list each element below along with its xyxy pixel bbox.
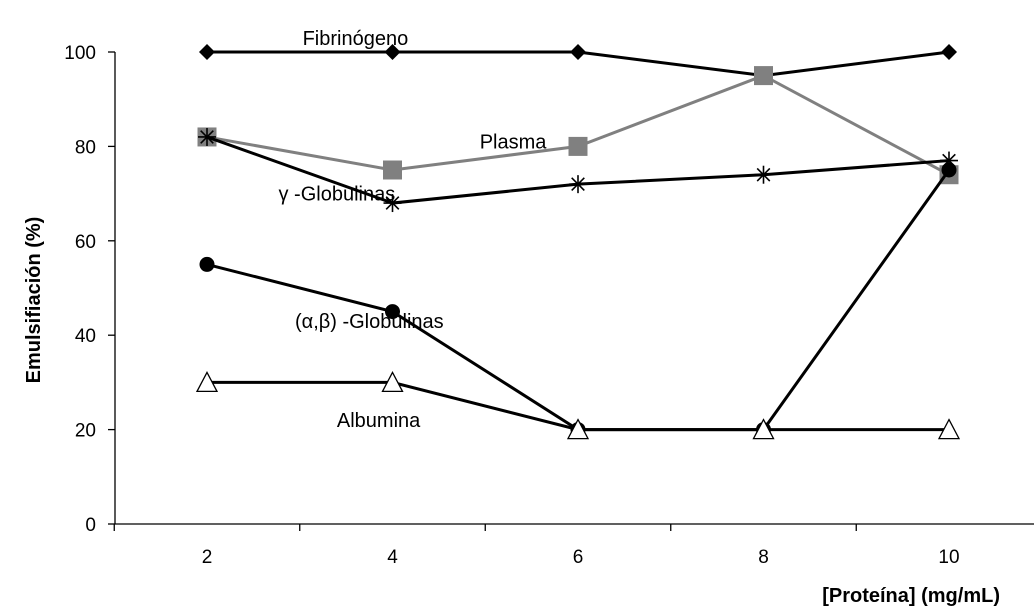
series-line [206, 73, 950, 177]
circle-marker [941, 162, 957, 178]
asterisk-marker [198, 127, 216, 146]
triangle-marker [566, 418, 590, 440]
series-label: Fibrinógeno [303, 28, 409, 50]
x-tick-label: 6 [573, 547, 584, 568]
triangle-marker [752, 418, 775, 440]
diamond-marker [199, 44, 215, 60]
y-tick-label: 100 [64, 43, 96, 64]
x-tick-label: 4 [387, 547, 398, 568]
y-tick-label: 40 [75, 326, 96, 347]
series-label: γ -Globulinas [278, 184, 395, 206]
series-label: (α,β) -Globulinas [295, 311, 444, 333]
x-tick-label: 8 [758, 547, 769, 568]
series-layer [195, 44, 961, 440]
series-4 [195, 371, 961, 440]
asterisk-marker [569, 175, 587, 194]
y-tick-label: 20 [75, 421, 96, 442]
series-0 [199, 44, 957, 84]
y-tick-label: 80 [75, 137, 96, 158]
y-tick-label: 60 [75, 232, 96, 253]
diamond-marker [570, 44, 586, 60]
series-2 [198, 127, 958, 213]
triangle-marker [381, 371, 404, 393]
x-tick-label: 2 [202, 547, 213, 568]
square-marker [754, 66, 773, 86]
y-tick-label: 0 [85, 515, 96, 536]
square-marker [383, 160, 402, 180]
circle-marker [385, 304, 400, 320]
series-line [206, 169, 951, 432]
diamond-marker [384, 44, 401, 60]
series-1 [197, 66, 959, 185]
circle-marker [199, 256, 215, 272]
asterisk-marker [754, 165, 773, 184]
asterisk-marker [383, 194, 402, 213]
axes: 0 20 40 60 80 100 2 4 6 8 10 [64, 43, 1034, 568]
series-label: Albumina [337, 410, 421, 432]
triangle-marker [195, 371, 219, 393]
x-axis-title: [Proteína] (mg/mL) [822, 585, 1000, 607]
x-tick-label: 10 [938, 547, 959, 568]
annotations: Fibrinógeno Plasma γ -Globulinas (α,β) -Glo… [278, 28, 547, 432]
y-axis-title: Emulsifiación (%) [23, 217, 45, 384]
series-label: Plasma [480, 132, 548, 154]
diamond-marker [941, 44, 957, 60]
square-marker [568, 136, 588, 156]
triangle-marker [937, 418, 961, 440]
